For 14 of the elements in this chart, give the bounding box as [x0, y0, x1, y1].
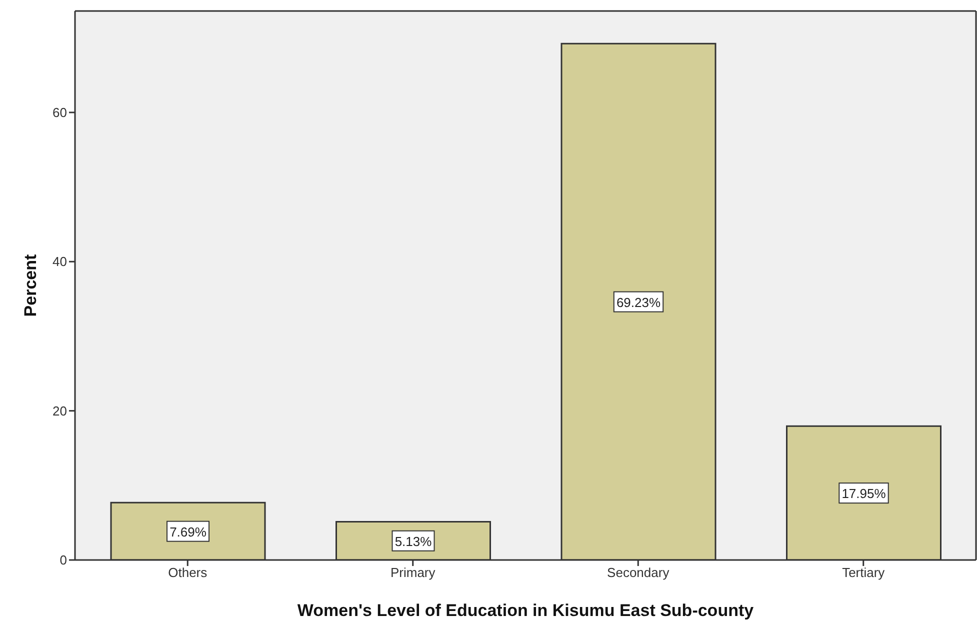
- x-tick-label: Tertiary: [842, 565, 886, 580]
- y-tick-label: 20: [52, 403, 67, 418]
- y-tick-label: 0: [60, 552, 67, 568]
- y-tick-label: 40: [52, 254, 67, 270]
- data-label: 5.13%: [394, 534, 432, 549]
- data-label: 17.95%: [842, 486, 886, 502]
- x-tick-label: Others: [168, 565, 208, 580]
- x-tick-label: Secondary: [607, 565, 670, 580]
- y-tick-label: 60: [52, 105, 67, 120]
- data-label: 7.69%: [170, 524, 207, 540]
- x-axis-title: Women's Level of Education in Kisumu East Sub-county: [297, 601, 754, 620]
- x-tick-label: Primary: [390, 565, 436, 580]
- data-label: 69.23%: [616, 294, 661, 310]
- y-axis-title: Percent: [21, 254, 40, 317]
